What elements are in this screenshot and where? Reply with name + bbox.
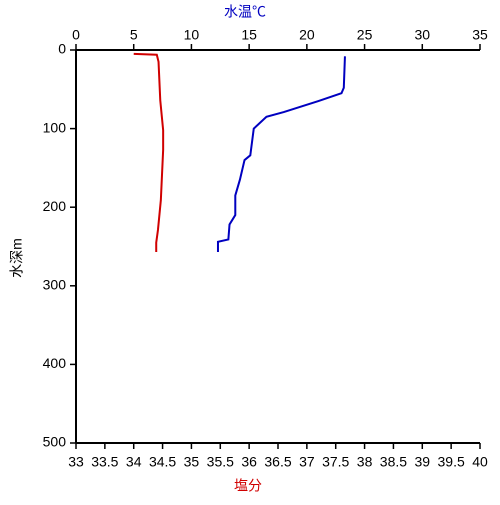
x-tick-label: 38 bbox=[357, 454, 373, 470]
x2-tick-label: 35 bbox=[472, 27, 488, 43]
x-tick-label: 37 bbox=[299, 454, 315, 470]
x2-tick-label: 30 bbox=[414, 27, 430, 43]
x-tick-label: 36 bbox=[241, 454, 257, 470]
y-tick-label: 0 bbox=[58, 41, 66, 57]
x-tick-label: 39.5 bbox=[438, 454, 465, 470]
x-tick-label: 34 bbox=[126, 454, 142, 470]
x-tick-label: 38.5 bbox=[380, 454, 407, 470]
x-tick-label: 37.5 bbox=[322, 454, 349, 470]
x-tick-label: 35 bbox=[184, 454, 200, 470]
x-tick-label: 39 bbox=[414, 454, 430, 470]
x-tick-label: 36.5 bbox=[264, 454, 291, 470]
x2-tick-label: 15 bbox=[241, 27, 257, 43]
x-tick-label: 40 bbox=[472, 454, 488, 470]
x-tick-label: 35.5 bbox=[207, 454, 234, 470]
x-tick-label: 33 bbox=[68, 454, 84, 470]
y-tick-label: 500 bbox=[43, 434, 67, 450]
profile-line bbox=[133, 52, 165, 253]
x2-tick-label: 20 bbox=[299, 27, 315, 43]
x2-tick-label: 0 bbox=[72, 27, 80, 43]
profile-line bbox=[216, 56, 346, 253]
x2-tick-label: 25 bbox=[357, 27, 373, 43]
x2-axis-label: 水温℃ bbox=[224, 4, 266, 20]
y-axis-label: 水深m bbox=[9, 238, 25, 278]
y-tick-label: 400 bbox=[43, 355, 67, 371]
y-tick-label: 300 bbox=[43, 277, 67, 293]
x-tick-label: 34.5 bbox=[149, 454, 176, 470]
x-tick-label: 33.5 bbox=[91, 454, 118, 470]
y-tick-label: 100 bbox=[43, 119, 67, 135]
y-tick-label: 200 bbox=[43, 198, 67, 214]
x-axis-label: 塩分 bbox=[234, 478, 262, 494]
x2-tick-label: 5 bbox=[130, 27, 138, 43]
x2-tick-label: 10 bbox=[184, 27, 200, 43]
